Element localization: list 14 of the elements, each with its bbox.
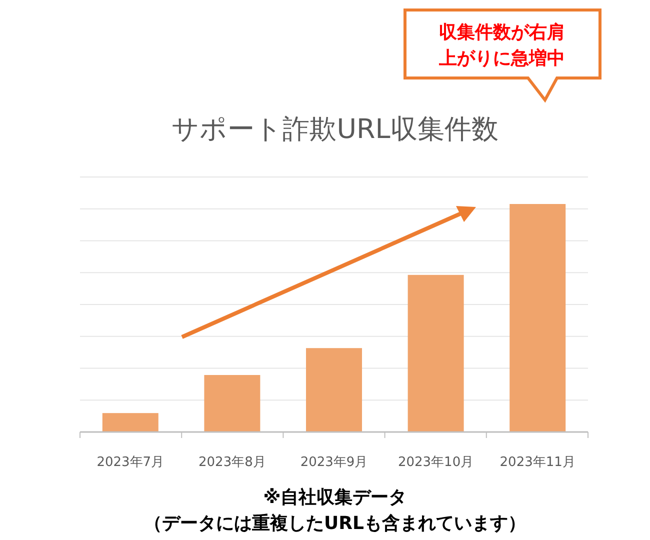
bar xyxy=(102,413,158,432)
x-tick-label: 2023年10月 xyxy=(398,455,474,470)
x-tick-label: 2023年7月 xyxy=(96,455,164,470)
bar xyxy=(510,204,566,432)
bar xyxy=(408,274,464,432)
bar xyxy=(204,375,260,432)
x-tick-label: 2023年11月 xyxy=(500,455,576,470)
text: （データには重複したURLも含まれています） xyxy=(144,513,526,534)
text: 収集件数が右肩上がりに急増中 xyxy=(438,22,565,69)
x-tick-label: 2023年9月 xyxy=(300,455,368,470)
chart-title: サポート詐欺URL収集件数 xyxy=(172,114,498,145)
x-tick-label: 2023年8月 xyxy=(198,455,266,470)
bar xyxy=(306,348,362,432)
text: ※自社収集データ xyxy=(263,487,407,508)
